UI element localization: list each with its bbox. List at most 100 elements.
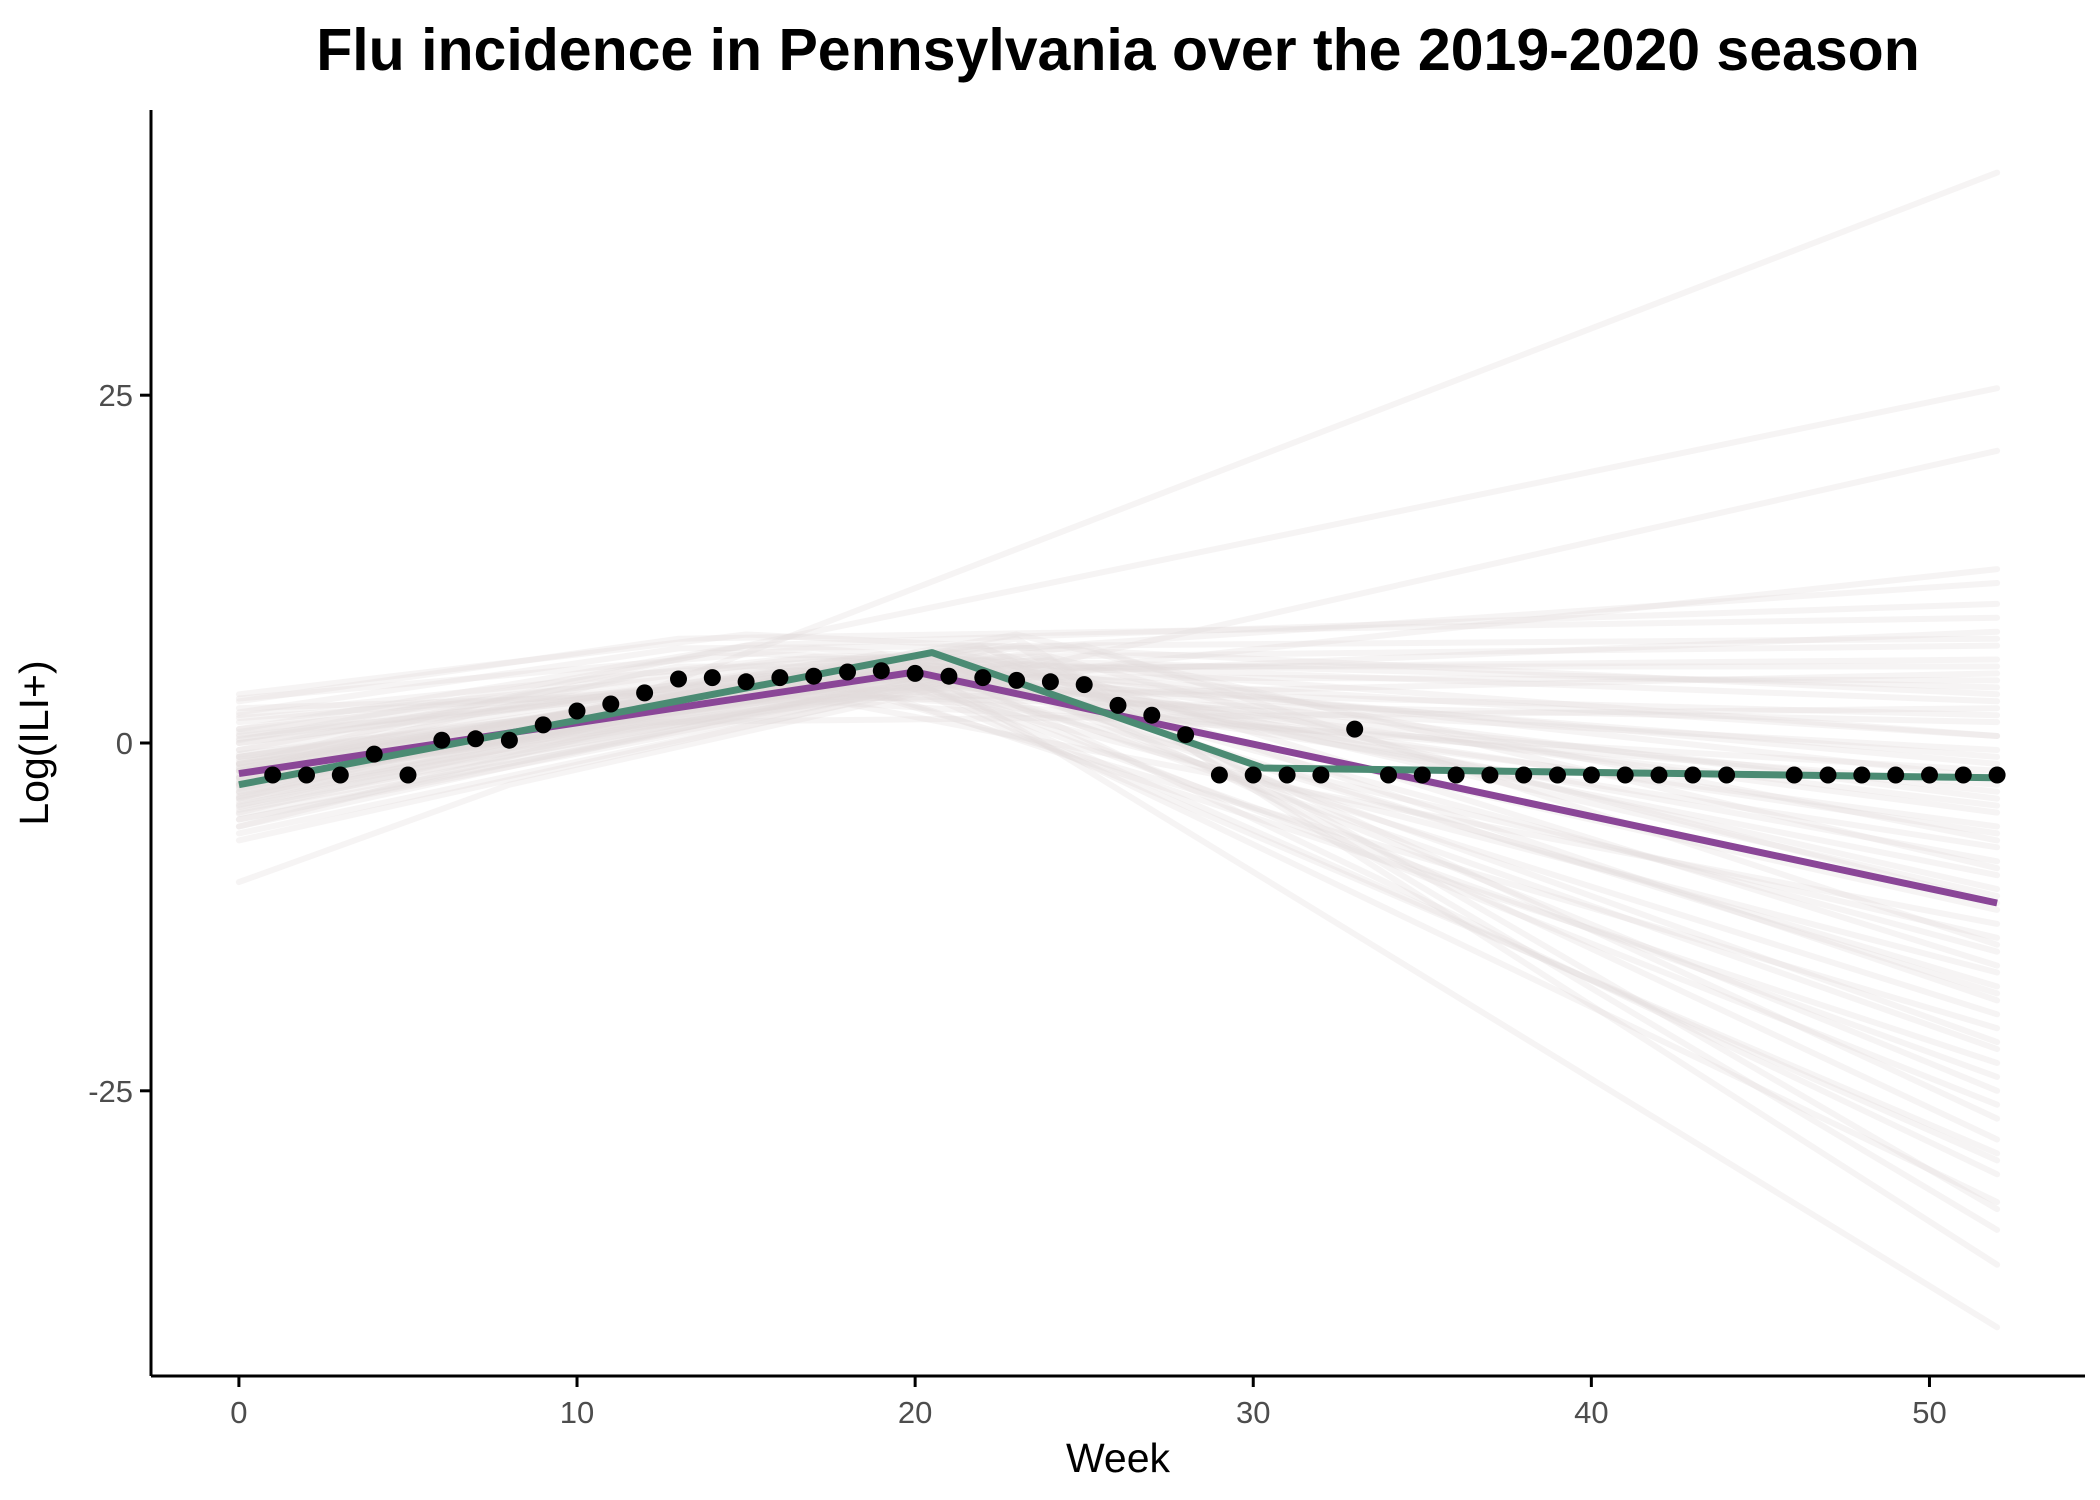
- observed-point-week-12: [636, 684, 654, 702]
- posterior-sample-line-54: [235, 635, 2001, 716]
- observed-point-week-36: [1447, 766, 1465, 784]
- y-tick-label-25: 25: [99, 378, 133, 413]
- x-tick-label-50: 50: [1912, 1395, 1946, 1430]
- y-tick-label-0: 0: [116, 726, 133, 761]
- observed-point-week-9: [534, 716, 552, 734]
- observed-point-week-35: [1413, 766, 1431, 784]
- y-tick-label--25: -25: [88, 1074, 133, 1109]
- observed-point-week-3: [331, 766, 349, 784]
- observed-point-week-40: [1582, 766, 1600, 784]
- observed-point-week-27: [1143, 706, 1161, 724]
- posterior-sample-line-0: [235, 681, 2001, 941]
- posterior-sample-line-59: [235, 698, 2001, 823]
- observed-point-week-50: [1921, 766, 1938, 784]
- x-tick-label-40: 40: [1574, 1395, 1608, 1430]
- y-axis-ticks: -25 0 25: [88, 378, 151, 1109]
- observed-point-week-44: [1718, 766, 1736, 784]
- observed-point-week-49: [1887, 766, 1905, 784]
- posterior-sample-line-39: [235, 580, 2001, 774]
- observed-point-week-11: [602, 695, 620, 713]
- observed-point-week-30: [1244, 766, 1262, 784]
- observed-point-week-6: [433, 731, 451, 749]
- observed-point-week-19: [872, 662, 890, 680]
- observed-point-week-22: [974, 669, 992, 687]
- posterior-sample-line-28: [235, 684, 2001, 1032]
- posterior-sample-line-18: [235, 644, 2001, 1122]
- posterior-sample-line-17: [235, 657, 2001, 879]
- posterior-sample-line-10: [235, 635, 2001, 1213]
- posterior-sample-line-51: [235, 657, 2001, 767]
- observed-point-week-14: [703, 669, 721, 687]
- observed-point-week-17: [805, 667, 823, 685]
- observed-point-week-46: [1785, 766, 1803, 784]
- observed-point-week-38: [1515, 766, 1533, 784]
- posterior-sample-line-23: [235, 651, 2001, 990]
- observed-point-week-33: [1346, 720, 1364, 738]
- observed-point-week-10: [568, 702, 586, 720]
- observed-point-week-29: [1210, 766, 1228, 784]
- observed-point-week-21: [940, 667, 958, 685]
- posterior-sample-line-68: [235, 652, 2001, 1004]
- observed-point-week-42: [1650, 766, 1668, 784]
- posterior-sample-line-16: [235, 691, 2001, 1066]
- x-tick-label-30: 30: [1236, 1395, 1270, 1430]
- posterior-sample-line-48: [235, 614, 2001, 705]
- observed-point-week-25: [1075, 676, 1093, 694]
- posterior-sample-line-53: [235, 685, 2001, 791]
- posterior-sample-line-29: [235, 659, 2001, 1143]
- chart-title: Flu incidence in Pennsylvania over the 2…: [316, 17, 1920, 83]
- x-tick-label-20: 20: [898, 1395, 932, 1430]
- observed-point-week-28: [1177, 726, 1195, 744]
- posterior-sample-line-52: [235, 649, 2001, 744]
- x-tick-label-10: 10: [560, 1395, 594, 1430]
- y-axis-title: Log(ILI+): [11, 660, 57, 825]
- posterior-sample-line-40: [235, 600, 2001, 733]
- observed-point-week-7: [467, 730, 485, 748]
- observed-point-week-15: [737, 673, 755, 691]
- observed-point-week-34: [1380, 766, 1397, 784]
- observed-point-week-39: [1549, 766, 1566, 784]
- observed-point-week-5: [399, 766, 417, 784]
- posterior-sample-line-19: [235, 701, 2001, 927]
- x-axis-title: Week: [1066, 1435, 1171, 1481]
- posterior-sample-line-45: [235, 653, 2001, 735]
- posterior-sample-line-42: [235, 642, 2001, 719]
- observed-point-week-41: [1616, 766, 1634, 784]
- posterior-sample-line-12: [235, 645, 2001, 739]
- observed-point-week-16: [771, 669, 789, 687]
- posterior-sample-line-27: [235, 656, 2001, 781]
- posterior-sample-line-43: [235, 663, 2001, 753]
- posterior-sample-line-32: [235, 648, 2001, 893]
- observed-point-week-43: [1684, 766, 1702, 784]
- x-tick-label-0: 0: [230, 1395, 247, 1430]
- observed-point-week-47: [1819, 766, 1837, 784]
- observed-point-week-8: [500, 731, 518, 749]
- observed-point-week-37: [1481, 766, 1499, 784]
- observed-point-week-26: [1109, 696, 1127, 714]
- posterior-sample-line-60: [235, 631, 2001, 872]
- observed-points: [264, 662, 2006, 784]
- observed-point-week-52: [1988, 766, 2006, 784]
- posterior-sample-line-1: [235, 659, 2001, 865]
- posterior-sample-line-57: [235, 631, 2001, 698]
- observed-point-week-2: [298, 766, 315, 784]
- posterior-sample-line-2: [235, 663, 2001, 997]
- axes: 0 10 20 30 40 50 -25 0 25: [88, 110, 2085, 1430]
- observed-point-week-48: [1853, 766, 1871, 784]
- posterior-sample-line-36: [235, 385, 2001, 767]
- posterior-sample-line-61: [235, 642, 2001, 948]
- x-axis-ticks: 0 10 20 30 40 50: [230, 1376, 1947, 1430]
- observed-point-week-51: [1954, 766, 1972, 784]
- posterior-sample-line-7: [235, 687, 2001, 1157]
- posterior-sample-line-63: [235, 663, 2001, 844]
- posterior-sample-line-13: [235, 656, 2001, 1268]
- plot-area: [235, 169, 2006, 1331]
- observed-point-week-31: [1278, 766, 1296, 784]
- observed-point-week-23: [1008, 671, 1026, 689]
- observed-point-week-32: [1312, 766, 1330, 784]
- observed-point-week-1: [264, 766, 282, 784]
- observed-point-week-13: [670, 670, 687, 688]
- posterior-sample-line-22: [235, 684, 2001, 719]
